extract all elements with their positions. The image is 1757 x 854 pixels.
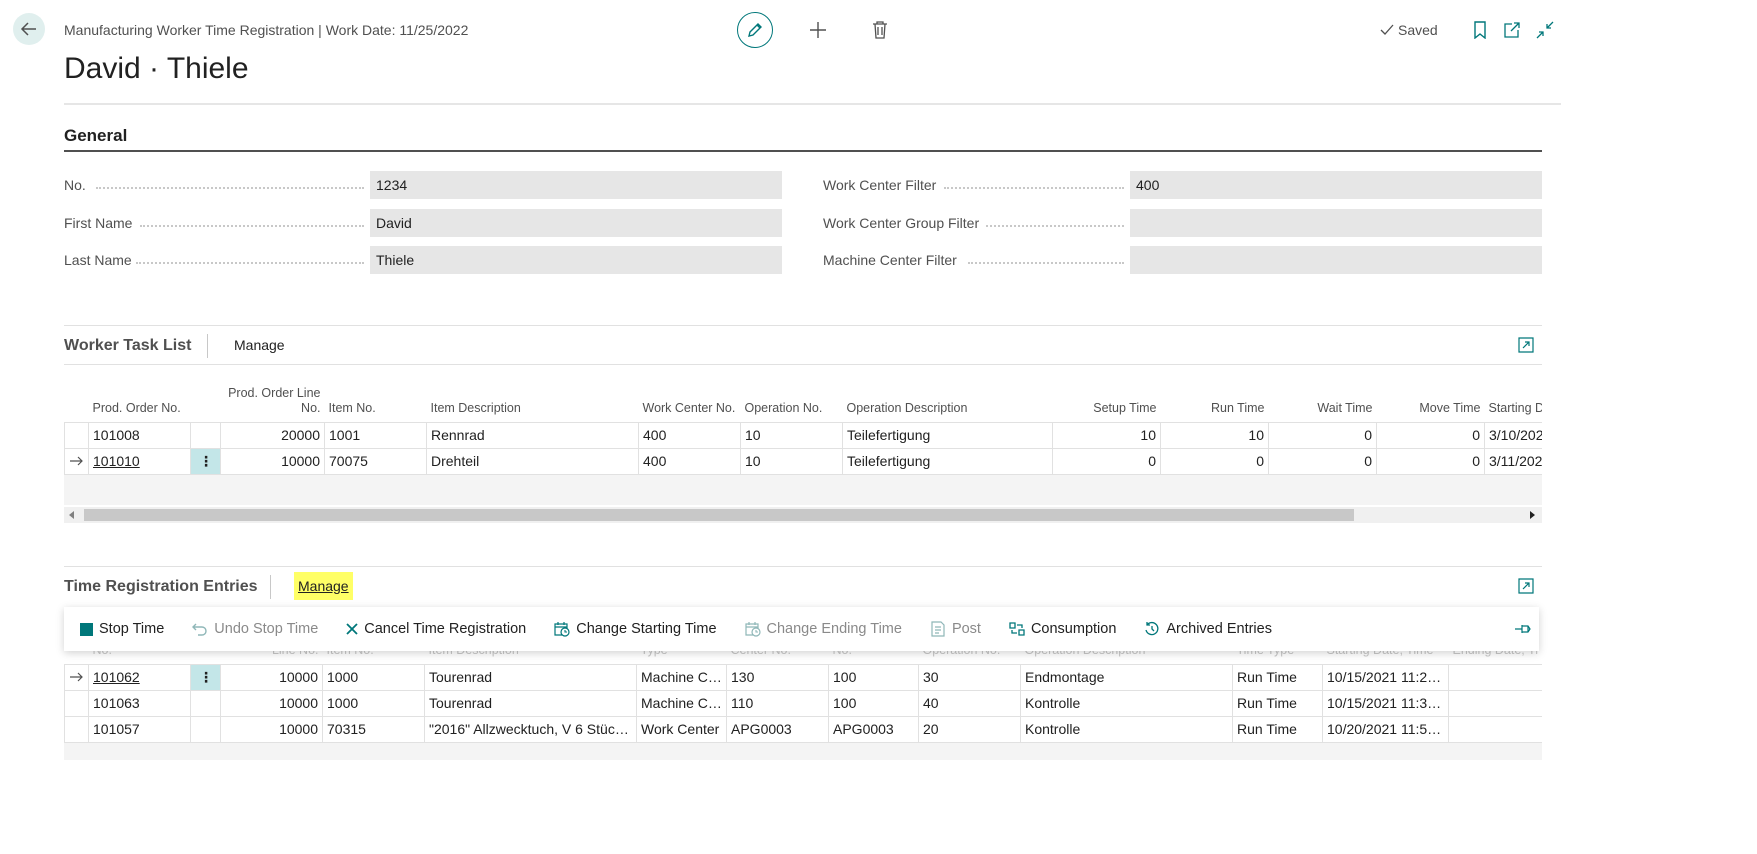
arrow-left-icon xyxy=(20,22,36,36)
first-name-label: First Name xyxy=(64,215,133,231)
col-item-no[interactable]: Item No. xyxy=(328,400,376,415)
pin-action-bar-button[interactable] xyxy=(1511,617,1535,641)
post-button[interactable]: Post xyxy=(930,621,981,637)
expand-icon xyxy=(1518,578,1534,594)
col-item-description[interactable]: Item Description xyxy=(430,400,521,415)
plus-icon xyxy=(810,22,826,38)
col-setup-time[interactable]: Setup Time xyxy=(1093,400,1157,415)
new-button[interactable] xyxy=(806,18,830,42)
time-registration-entries-title[interactable]: Time Registration Entries xyxy=(64,578,258,595)
time-entries-manage-menu[interactable]: Manage xyxy=(294,572,353,600)
general-section-title[interactable]: General xyxy=(64,126,128,145)
expand-task-list-button[interactable] xyxy=(1518,337,1536,355)
delete-button[interactable] xyxy=(868,18,892,42)
expand-time-entries-button[interactable] xyxy=(1518,578,1536,596)
edit-button[interactable] xyxy=(737,12,773,48)
col-starting-date[interactable]: Starting D xyxy=(1488,400,1543,415)
expand-icon xyxy=(1518,337,1534,353)
scroll-right-icon[interactable] xyxy=(1528,511,1536,519)
work-center-group-filter-label: Work Center Group Filter xyxy=(823,215,980,231)
no-label: No. xyxy=(64,177,86,193)
pin-icon xyxy=(1515,625,1531,633)
calendar-clock-icon xyxy=(554,622,570,637)
header-divider xyxy=(64,103,1561,105)
saved-label: Saved xyxy=(1398,22,1438,38)
table-row[interactable]: 101062 ⋮ 10000 1000 Tourenrad Machine Ce… xyxy=(64,663,1542,691)
trash-icon xyxy=(873,21,887,39)
cancel-time-registration-button[interactable]: Cancel Time Registration xyxy=(346,621,526,637)
general-section-divider xyxy=(64,150,1542,152)
machine-center-filter-field[interactable] xyxy=(1130,246,1542,274)
work-center-filter-field[interactable]: 400 xyxy=(1130,171,1542,199)
row-arrow-icon xyxy=(69,672,83,682)
row-actions-button[interactable]: ⋮ xyxy=(191,449,220,473)
page-title: David · Thiele xyxy=(64,52,249,85)
row-arrow-icon xyxy=(69,456,83,466)
manage-action-bar: Stop Time Undo Stop Time Cancel Time Reg… xyxy=(64,607,1539,651)
consumption-icon xyxy=(1009,622,1025,636)
saved-status: Saved xyxy=(1380,22,1438,38)
change-starting-time-button[interactable]: Change Starting Time xyxy=(554,621,717,637)
worker-task-grid: Prod. Order No. Prod. Order Line No. Ite… xyxy=(64,380,1542,505)
close-icon xyxy=(346,623,358,635)
time-entries-grid: No. Line No. Item No. Item Description T… xyxy=(64,636,1542,760)
col-line-no[interactable]: Prod. Order Line No. xyxy=(228,385,321,415)
back-button[interactable] xyxy=(13,13,45,45)
col-prod-order-no[interactable]: Prod. Order No. xyxy=(92,400,181,415)
archived-entries-button[interactable]: Archived Entries xyxy=(1144,621,1272,637)
work-center-filter-label: Work Center Filter xyxy=(823,177,937,193)
stop-icon xyxy=(80,622,93,636)
last-name-field[interactable]: Thiele xyxy=(370,246,782,274)
check-icon xyxy=(1380,24,1394,35)
col-operation-no[interactable]: Operation No. xyxy=(744,400,823,415)
stop-time-button[interactable]: Stop Time xyxy=(80,621,164,637)
scroll-left-icon[interactable] xyxy=(68,511,76,519)
history-icon xyxy=(1145,621,1159,636)
worker-task-list-title[interactable]: Worker Task List xyxy=(64,337,192,354)
post-icon xyxy=(931,621,945,637)
table-row[interactable]: 101008 20000 1001 Rennrad 400 10 Teilefe… xyxy=(64,421,1542,449)
work-center-group-filter-field[interactable] xyxy=(1130,209,1542,237)
consumption-button[interactable]: Consumption xyxy=(1009,621,1116,637)
bookmark-icon xyxy=(1474,21,1486,39)
horizontal-scrollbar[interactable] xyxy=(64,507,1542,523)
table-row[interactable]: 101063 10000 1000 Tourenrad Machine Ce..… xyxy=(64,689,1542,717)
no-field[interactable]: 1234 xyxy=(370,171,782,199)
open-new-window-button[interactable] xyxy=(1500,18,1524,42)
col-wait-time[interactable]: Wait Time xyxy=(1317,400,1373,415)
row-actions-button[interactable]: ⋮ xyxy=(191,665,220,689)
scrollbar-thumb[interactable] xyxy=(84,509,1354,521)
last-name-label: Last Name xyxy=(64,252,132,268)
task-list-manage-menu[interactable]: Manage xyxy=(234,337,285,353)
collapse-icon xyxy=(1536,21,1554,39)
col-move-time[interactable]: Move Time xyxy=(1419,400,1481,415)
change-ending-time-button[interactable]: Change Ending Time xyxy=(744,621,902,637)
bookmark-button[interactable] xyxy=(1468,18,1492,42)
table-row[interactable]: 101057 10000 70315 "2016" Allzwecktuch, … xyxy=(64,715,1542,743)
undo-stop-time-button[interactable]: Undo Stop Time xyxy=(192,621,318,637)
machine-center-filter-label: Machine Center Filter xyxy=(823,252,957,268)
first-name-field[interactable]: David xyxy=(370,209,782,237)
pencil-icon xyxy=(748,23,762,37)
col-run-time[interactable]: Run Time xyxy=(1211,400,1265,415)
prod-order-link[interactable]: 101010 xyxy=(93,453,140,469)
document-title: Manufacturing Worker Time Registration |… xyxy=(64,22,469,38)
col-operation-description[interactable]: Operation Description xyxy=(846,400,968,415)
time-entries-manage-label[interactable]: Manage xyxy=(298,578,349,594)
col-work-center-no[interactable]: Work Center No. xyxy=(642,400,736,415)
collapse-button[interactable] xyxy=(1533,18,1557,42)
entry-no-link[interactable]: 101062 xyxy=(93,669,140,685)
calendar-clock-icon xyxy=(744,622,761,637)
undo-icon xyxy=(192,623,207,636)
open-new-window-icon xyxy=(1504,22,1520,38)
table-row[interactable]: 101010 ⋮ 10000 70075 Drehteil 400 10 Tei… xyxy=(64,447,1542,475)
